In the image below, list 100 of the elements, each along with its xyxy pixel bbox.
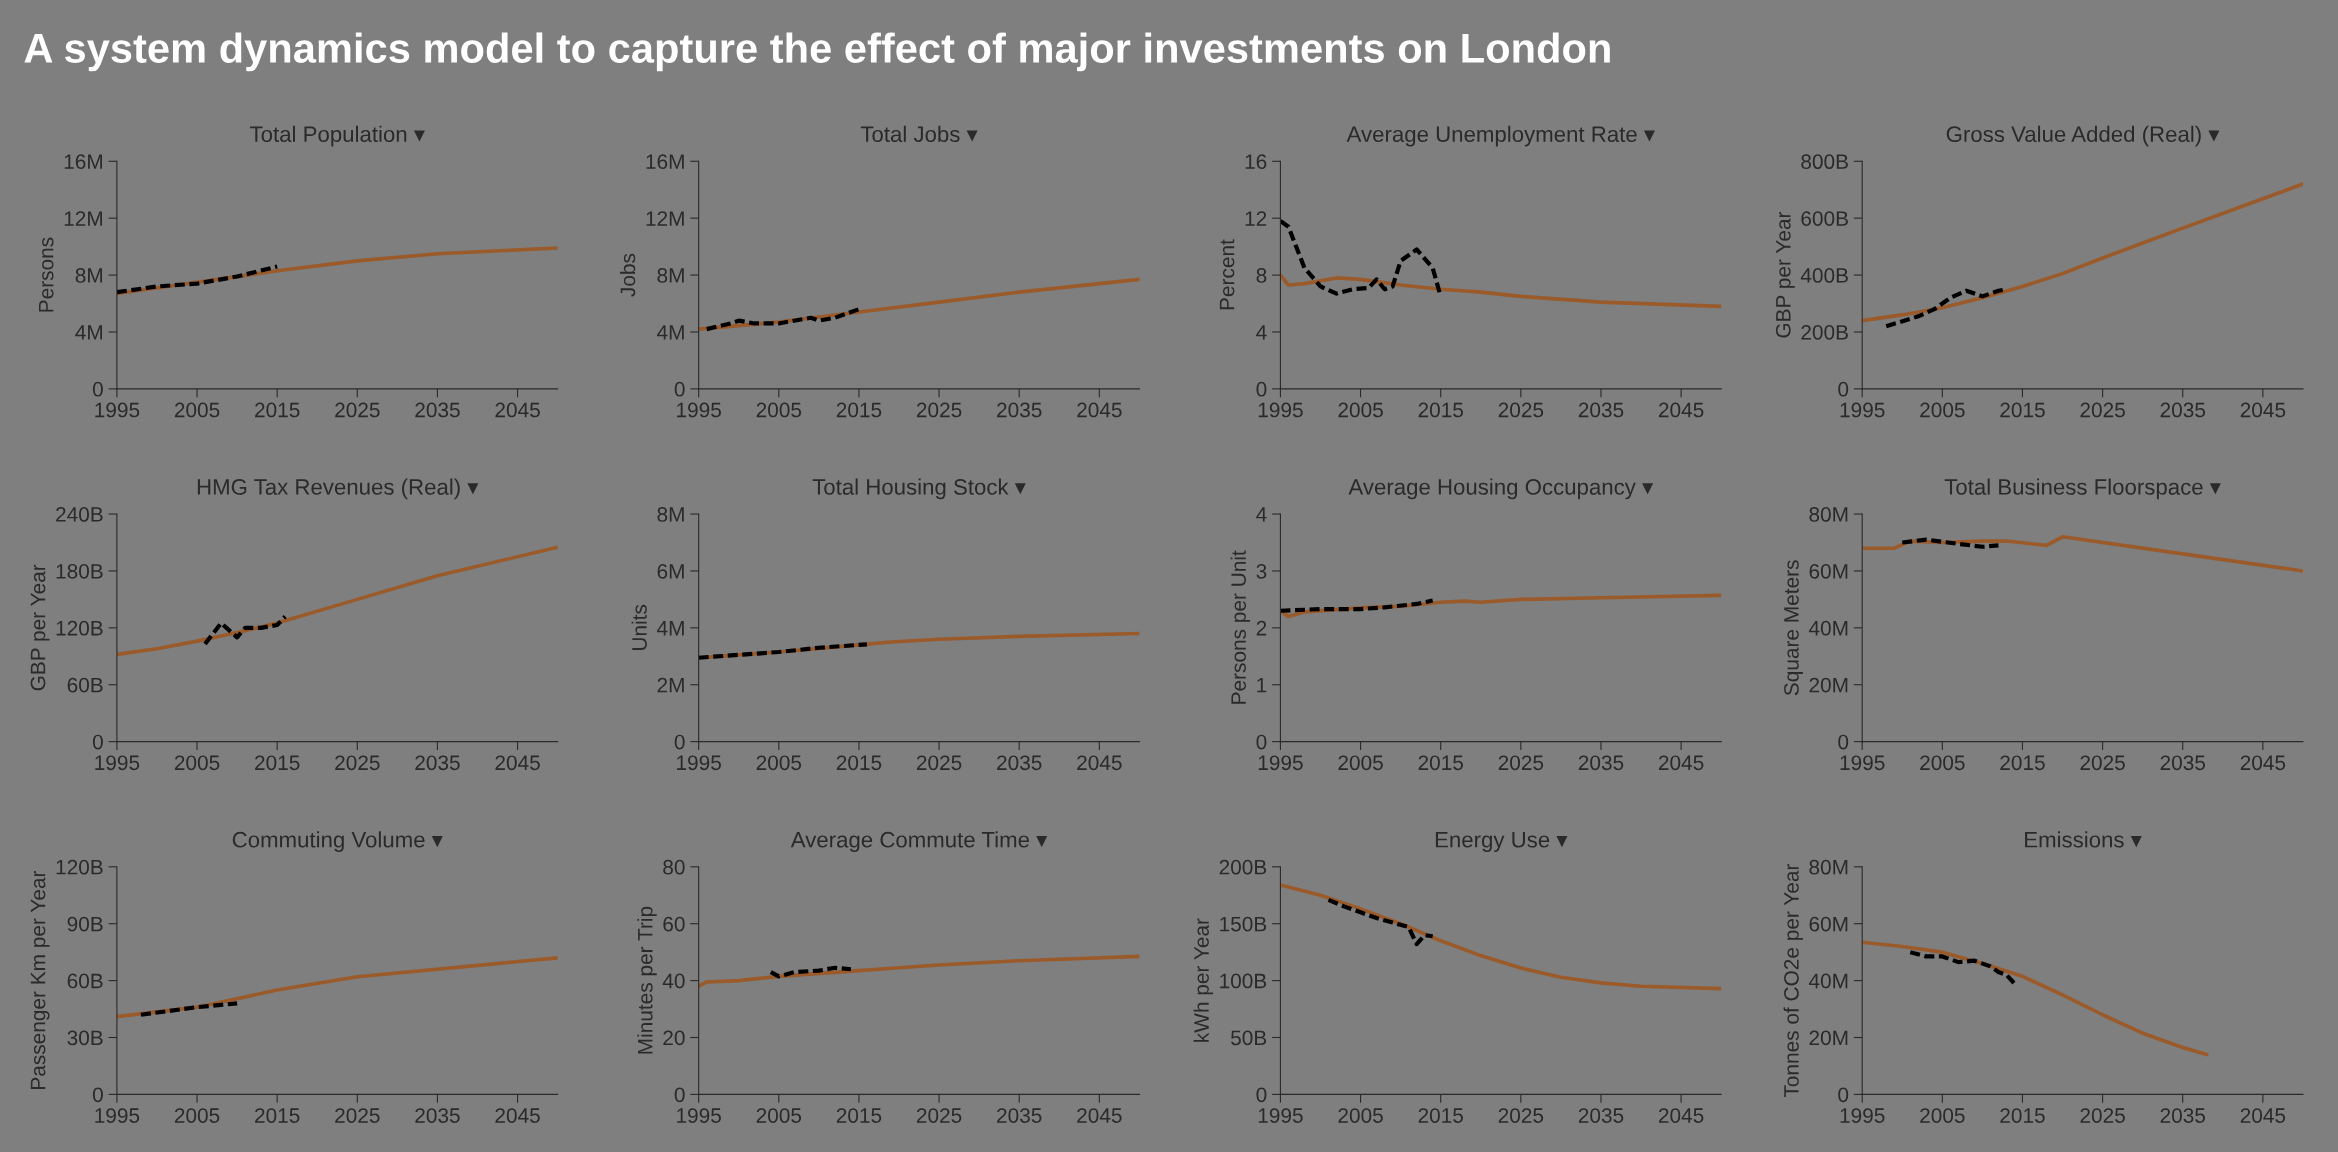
- x-tick-label: 2015: [255, 402, 300, 418]
- y-tick-label: 200B: [1219, 859, 1267, 875]
- line-series: [1862, 534, 2303, 573]
- x-tick-label: 2025: [916, 402, 962, 418]
- y-tick-label: 600B: [1801, 211, 1848, 226]
- x-tick-label: 2025: [2080, 755, 2125, 771]
- line-series: [1280, 883, 1722, 991]
- chart-title: Total Housing Stock ▾: [812, 478, 1026, 500]
- line-series: [698, 954, 1140, 989]
- x-tick-label: 2045: [2240, 402, 2286, 418]
- line-series: [1280, 218, 1443, 299]
- y-axis-title: Passenger Km per Year: [30, 870, 50, 1089]
- y-tick-label: 0: [1256, 1087, 1267, 1103]
- x-tick-label: 2045: [495, 755, 540, 771]
- y-tick-label: 3: [1256, 563, 1267, 579]
- x-tick-label: 2035: [415, 755, 460, 771]
- y-tick-label: 0: [92, 734, 103, 750]
- y-tick-label: 40M: [1808, 973, 1848, 989]
- x-tick-label: 2025: [335, 1108, 380, 1123]
- y-tick-label: 4: [1256, 507, 1267, 522]
- y-tick-label: 8M: [657, 268, 684, 283]
- y-tick-label: 800B: [1801, 154, 1848, 170]
- chart-title: Emissions ▾: [2025, 831, 2142, 848]
- x-tick-label: 2035: [415, 402, 460, 418]
- line-series: [1326, 897, 1435, 947]
- y-tick-label: 0: [1838, 381, 1849, 397]
- x-tick-label: 2035: [997, 402, 1042, 418]
- y-tick-label: 120B: [56, 859, 103, 875]
- y-axis-title: Persons: [38, 237, 54, 312]
- y-axis-title: Tonnes of CO2e per Year: [1783, 863, 1803, 1098]
- x-tick-label: 2025: [1498, 1108, 1544, 1123]
- x-tick-label: 2045: [1658, 755, 1704, 771]
- y-tick-label: 120B: [56, 620, 103, 636]
- x-tick-label: 2015: [2000, 402, 2045, 418]
- x-tick-label: 2015: [836, 402, 882, 418]
- y-tick-label: 100B: [1220, 973, 1267, 989]
- x-tick-label: 1995: [677, 755, 721, 771]
- y-axis-title: Percent: [1219, 239, 1235, 310]
- y-tick-label: 240B: [56, 507, 103, 522]
- x-tick-label: 2015: [2000, 755, 2045, 771]
- line-series: [1280, 598, 1435, 613]
- line-series: [1280, 273, 1722, 309]
- x-tick-label: 2045: [1658, 1108, 1704, 1123]
- x-tick-label: 2025: [916, 1108, 962, 1123]
- x-tick-label: 2015: [2000, 1108, 2045, 1123]
- x-tick-label: 2025: [2080, 1108, 2125, 1123]
- x-tick-label: 2035: [997, 755, 1042, 771]
- chart-title: Commuting Volume ▾: [232, 831, 443, 852]
- y-tick-label: 40M: [1808, 620, 1848, 636]
- y-axis-title: GBP per Year: [1775, 211, 1795, 338]
- x-tick-label: 2045: [2240, 755, 2286, 771]
- line-series: [1862, 940, 2209, 1057]
- y-axis-title: Persons per Unit: [1230, 550, 1251, 704]
- y-tick-label: 12: [1245, 211, 1267, 226]
- x-tick-label: 2015: [1418, 1108, 1463, 1123]
- y-axis-title: GBP per Year: [30, 564, 50, 691]
- y-axis-title: Units: [631, 604, 647, 650]
- x-tick-label: 2015: [1418, 402, 1463, 418]
- y-tick-label: 60B: [67, 973, 103, 989]
- x-tick-label: 2005: [1920, 402, 1965, 418]
- y-tick-label: 4M: [657, 621, 684, 636]
- y-tick-label: 30B: [67, 1030, 103, 1046]
- y-tick-label: 20M: [1809, 1030, 1848, 1046]
- y-tick-label: 12M: [646, 211, 684, 226]
- y-tick-label: 0: [92, 381, 103, 397]
- y-tick-label: 2: [1256, 620, 1267, 636]
- line-series: [698, 642, 870, 660]
- y-axis-title: Minutes per Trip: [637, 906, 657, 1054]
- y-tick-label: 4: [1256, 325, 1267, 340]
- x-tick-label: 2005: [1920, 1108, 1965, 1123]
- y-axis-title: Jobs: [619, 253, 636, 297]
- chart-title: HMG Tax Revenues (Real) ▾: [197, 478, 479, 500]
- y-tick-label: 4M: [75, 325, 102, 340]
- y-tick-label: 50B: [1231, 1030, 1267, 1046]
- x-tick-label: 2045: [1077, 755, 1122, 771]
- y-tick-label: 180B: [56, 563, 103, 579]
- y-tick-label: 60B: [67, 677, 103, 693]
- x-tick-label: 2035: [415, 1108, 460, 1123]
- y-tick-label: 8M: [75, 268, 102, 283]
- x-tick-label: 2035: [1578, 755, 1624, 771]
- x-tick-label: 2035: [2160, 1108, 2206, 1123]
- y-tick-label: 0: [674, 381, 685, 397]
- y-tick-label: 90B: [67, 916, 103, 932]
- x-tick-label: 2005: [174, 1108, 220, 1123]
- x-tick-label: 2025: [335, 402, 380, 418]
- x-tick-label: 1995: [95, 1108, 140, 1123]
- x-tick-label: 2005: [174, 402, 220, 418]
- y-tick-label: 60M: [1809, 916, 1848, 932]
- x-tick-label: 1995: [1840, 402, 1885, 418]
- x-tick-label: 2025: [2080, 402, 2125, 418]
- y-axis-title: kWh per Year: [1193, 918, 1214, 1042]
- chart-title: Average Unemployment Rate ▾: [1346, 125, 1655, 147]
- x-tick-label: 2045: [2240, 1108, 2286, 1123]
- chart-title: Energy Use ▾: [1435, 832, 1568, 852]
- line-series: [1862, 182, 2303, 323]
- x-tick-label: 2025: [1498, 755, 1544, 771]
- y-axis-title: Square Meters: [1784, 560, 1803, 696]
- y-tick-label: 0: [674, 734, 685, 750]
- y-tick-label: 20M: [1809, 677, 1848, 693]
- x-tick-label: 2045: [1658, 402, 1704, 418]
